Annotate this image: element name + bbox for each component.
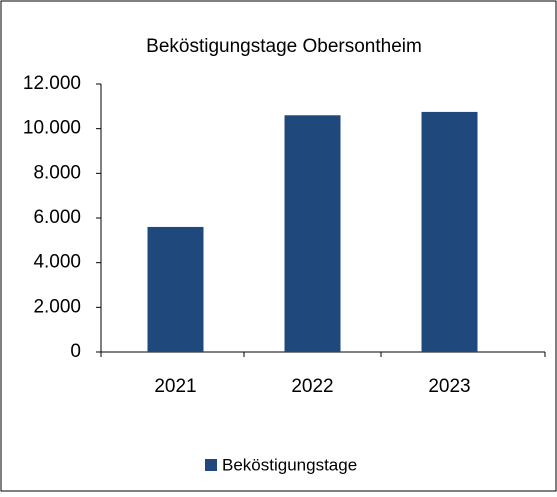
x-tick-label: 2021 — [154, 376, 196, 397]
x-tick-label: 2023 — [428, 376, 470, 397]
legend-swatch — [205, 459, 217, 471]
legend-label: Beköstigungstage — [222, 455, 357, 474]
bar — [421, 111, 478, 353]
bar — [284, 115, 341, 353]
y-tick-label: 6.000 — [33, 207, 81, 228]
bar — [147, 226, 204, 352]
x-tick-label: 2022 — [291, 376, 333, 397]
y-tick-label: 2.000 — [33, 296, 81, 317]
y-tick-label: 0 — [70, 341, 81, 362]
chart-title: Bekös­tigungstage Obersontheim — [146, 36, 422, 57]
y-tick-label: 12.000 — [23, 73, 81, 94]
y-tick-label: 4.000 — [33, 252, 81, 273]
y-tick-label: 10.000 — [23, 118, 81, 139]
y-tick-label: 8.000 — [33, 162, 81, 183]
